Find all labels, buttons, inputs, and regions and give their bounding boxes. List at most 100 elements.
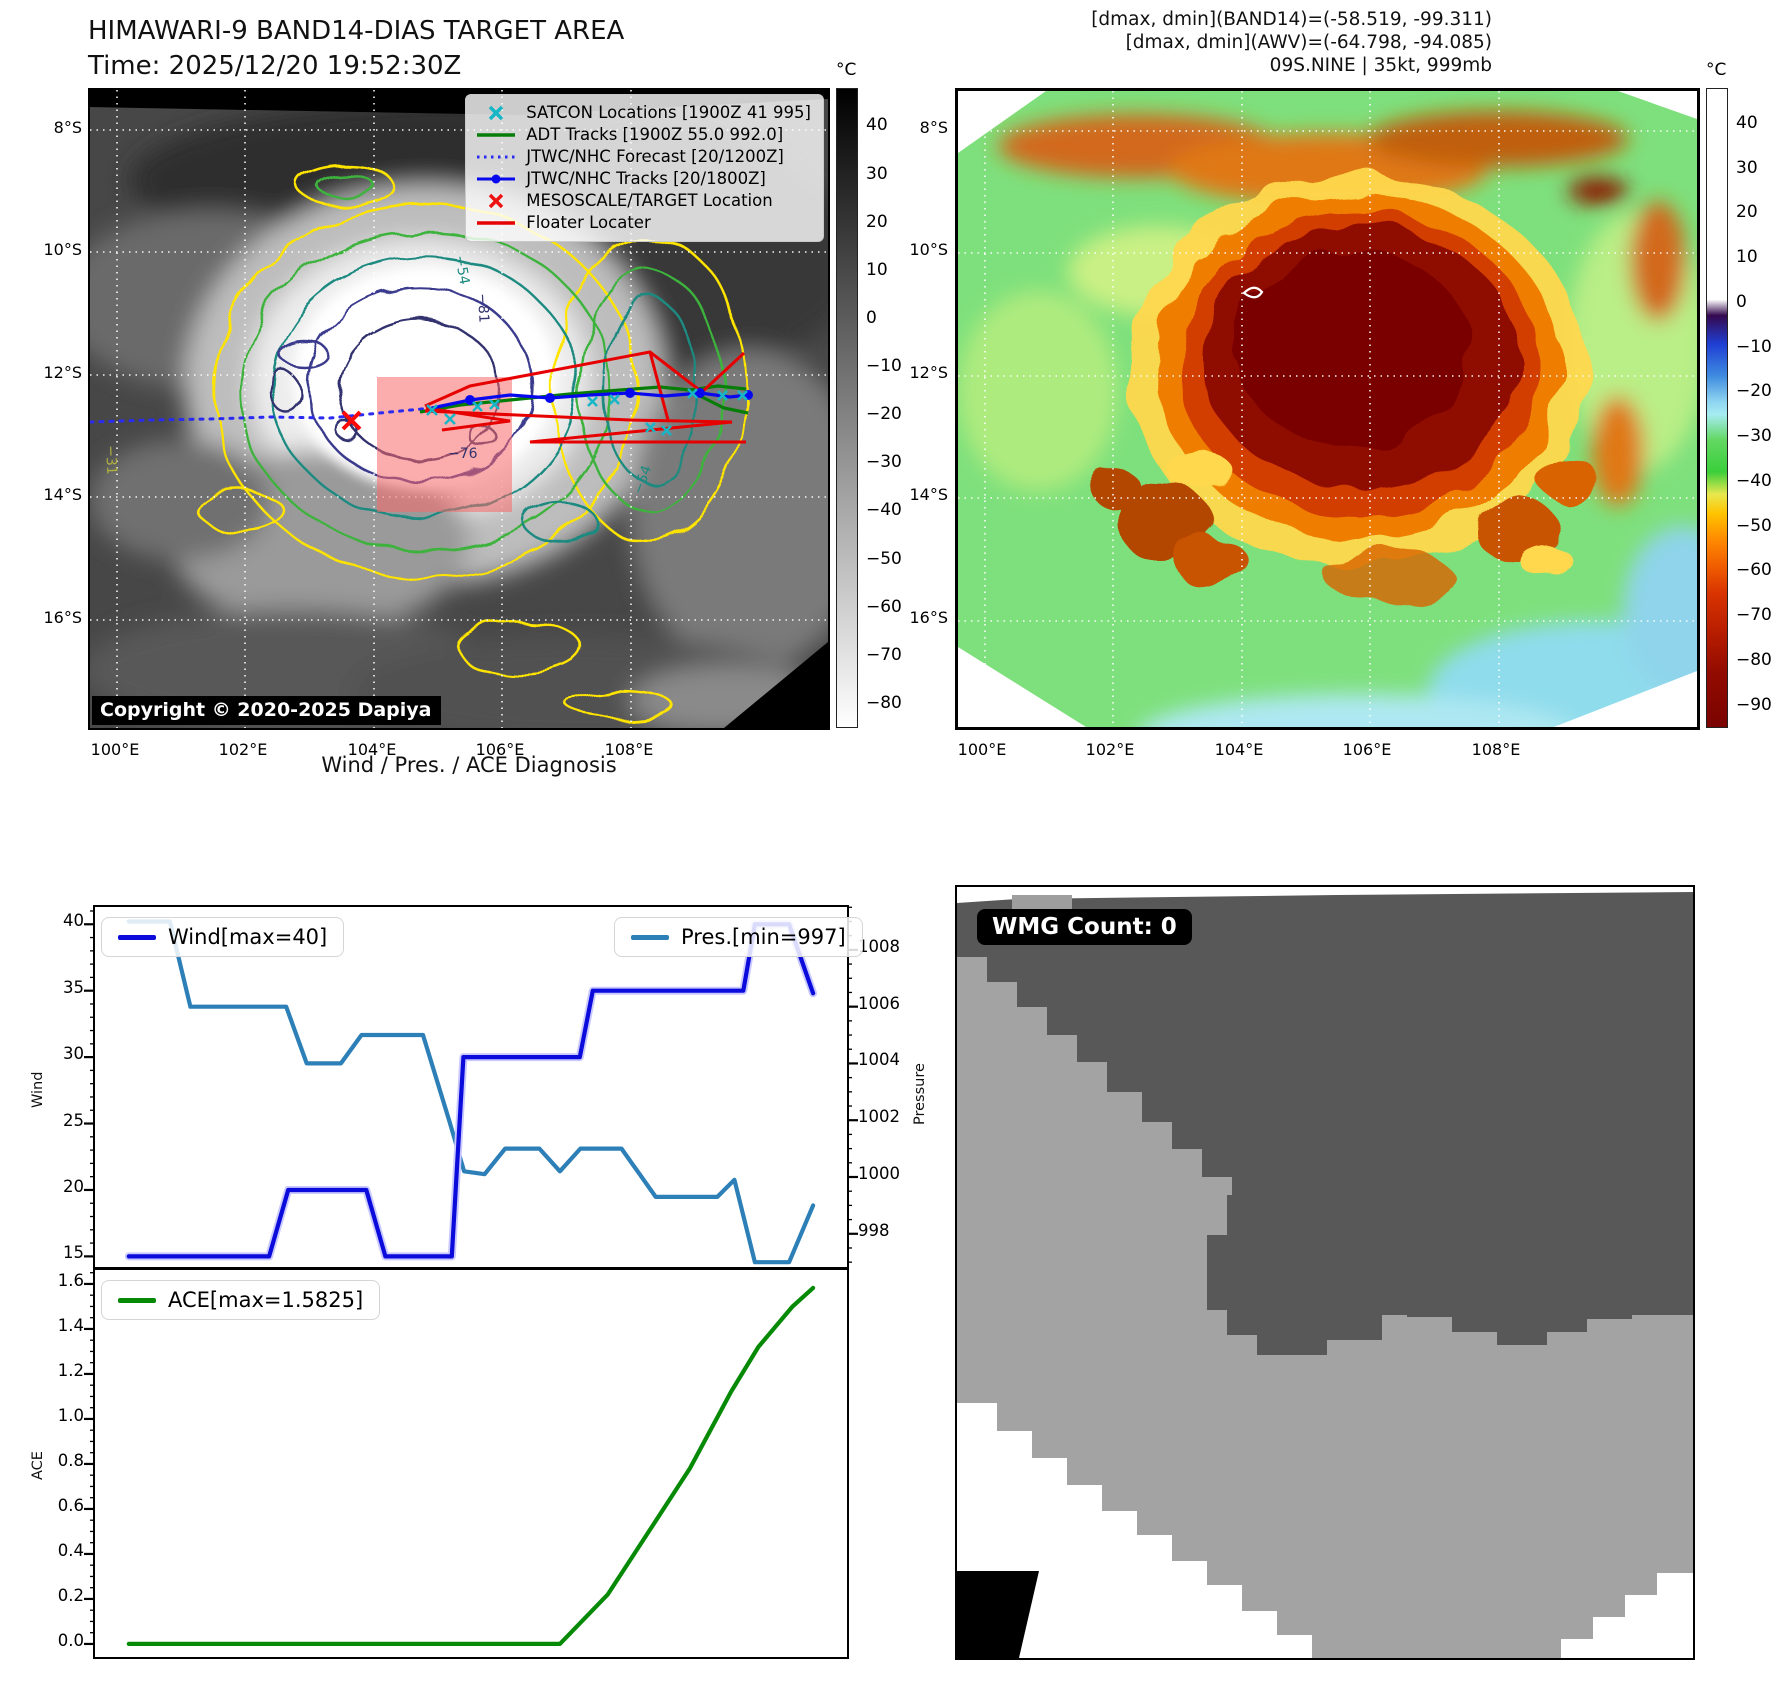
wmg-panel: WMG Count: 0 — [955, 885, 1695, 1660]
band14-satellite-map: SATCON Locations [1900Z 41 995] ADT Track… — [60, 88, 870, 745]
ace-tick-label: 1.0 — [57, 1405, 84, 1425]
awv-map-graphic — [958, 91, 1768, 778]
right-colorbar-tick: −90 — [1736, 694, 1772, 715]
left-colorbar-tick: −40 — [866, 500, 902, 521]
chart-line — [126, 919, 816, 1265]
ace-tick-label: 0.4 — [57, 1540, 84, 1560]
wmg-top-sliver — [957, 887, 1693, 903]
timestamp: Time: 2025/12/20 19:52:30Z — [88, 51, 462, 81]
left-map-lon-tick: 102°E — [218, 740, 268, 759]
pressure-tick-label: 1002 — [858, 1107, 900, 1127]
chart-line — [126, 922, 816, 1259]
wmg-dark-blob — [1207, 1155, 1427, 1355]
left-colorbar-tick: −60 — [866, 596, 902, 617]
right-map-lon-tick: 106°E — [1342, 740, 1392, 759]
map-legend-label: Floater Locater — [526, 213, 651, 232]
line-icon — [476, 219, 516, 227]
wmg-white-region — [957, 1403, 1312, 1658]
pressure-tick-label: 1000 — [858, 1164, 900, 1183]
swath-wedge-top-left — [958, 91, 1046, 153]
right-map-lat-tick: 12°S — [909, 363, 948, 382]
page-title: HIMAWARI-9 BAND14-DIAS TARGET AREA — [88, 16, 625, 46]
left-colorbar-tick: 30 — [866, 163, 888, 184]
right-colorbar-tick: 40 — [1736, 112, 1758, 133]
contour-label: −81 — [474, 292, 492, 324]
left-map-lat-tick: 10°S — [43, 240, 82, 259]
right-colorbar-tick: −60 — [1736, 560, 1772, 581]
ace-tick-label: 0.0 — [57, 1630, 84, 1650]
diagnosis-title: Wind / Pres. / ACE Diagnosis — [321, 753, 617, 777]
swath-wedge-top-right — [1618, 91, 1697, 119]
pressure-tick-label: 1004 — [858, 1050, 900, 1070]
map-legend-label: JTWC/NHC Tracks [20/1800Z] — [526, 169, 766, 188]
left-colorbar-tick: −80 — [866, 692, 902, 713]
right-colorbar-tick: −10 — [1736, 336, 1772, 357]
left-map-lat-tick: 16°S — [43, 608, 82, 627]
map-legend-item: ADT Tracks [1900Z 55.0 992.0] — [476, 124, 811, 146]
right-map-lat-tick: 16°S — [909, 608, 948, 627]
storm-info-block: [dmax, dmin](BAND14)=(-58.519, -99.311) … — [1091, 8, 1492, 77]
map-legend-item: SATCON Locations [1900Z 41 995] — [476, 102, 811, 124]
ace-chart — [84, 1268, 849, 1659]
chart-line — [126, 1285, 816, 1646]
wmg-count-badge: WMG Count: 0 — [977, 909, 1192, 945]
chart-line — [124, 920, 818, 1261]
right-colorbar-tick: −40 — [1736, 470, 1772, 491]
right-map-lon-tick: 102°E — [1085, 740, 1135, 759]
left-colorbar-tick: −10 — [866, 356, 902, 377]
right-map-lat-tick: 8°S — [919, 118, 948, 137]
right-colorbar-tick: −50 — [1736, 515, 1772, 536]
ace-tick-label: 1.6 — [57, 1270, 84, 1290]
left-colorbar-tick: 20 — [866, 211, 888, 232]
wind-pressure-chart — [84, 905, 858, 1269]
right-colorbar-tick: 20 — [1736, 202, 1758, 223]
wind-tick-label: 40 — [63, 911, 84, 931]
dmax-dmin-band14: [dmax, dmin](BAND14)=(-58.519, -99.311) — [1091, 9, 1492, 30]
right-map-lon-tick: 108°E — [1471, 740, 1521, 759]
right-map-lat-tick: 10°S — [909, 240, 948, 259]
awv-satellite-map — [955, 88, 1768, 778]
storm-core-blobs — [1090, 175, 1600, 602]
right-map-lon-tick: 104°E — [1214, 740, 1264, 759]
no-data-wedge-bottom-right — [724, 642, 828, 728]
x-marker-icon — [476, 104, 516, 122]
left-colorbar-tick: −70 — [866, 644, 902, 665]
left-colorbar — [836, 88, 858, 728]
dotted-line-icon — [476, 153, 516, 161]
left-map-lon-tick: 108°E — [604, 740, 654, 759]
left-colorbar-unit: °C — [836, 60, 857, 80]
right-colorbar — [1706, 88, 1728, 728]
left-map-lon-tick: 106°E — [475, 740, 525, 759]
right-colorbar-tick: −20 — [1736, 381, 1772, 402]
map-legend: SATCON Locations [1900Z 41 995] ADT Track… — [465, 94, 824, 242]
pressure-axis-label: Pressure — [912, 1063, 928, 1125]
wind-tick-label: 35 — [63, 977, 84, 997]
copyright-badge: Copyright © 2020-2025 Dapiya — [92, 696, 442, 725]
left-map-lat-tick: 12°S — [43, 363, 82, 382]
temperature-contours — [196, 163, 748, 721]
left-colorbar-tick: 10 — [866, 259, 888, 280]
ace-tick-label: 1.4 — [57, 1315, 84, 1335]
map-legend-label: MESOSCALE/TARGET Location — [526, 191, 773, 210]
mesoscale-x-marker — [341, 410, 362, 431]
map-legend-item: JTWC/NHC Tracks [20/1800Z] — [476, 168, 811, 190]
wmg-black-corner — [957, 1571, 1039, 1658]
satcon-markers — [426, 388, 748, 436]
ace-tick-label: 0.6 — [57, 1495, 84, 1515]
jtwc-track-line — [431, 391, 749, 410]
pres-legend-swatch — [631, 934, 669, 940]
line-with-dot-icon — [476, 173, 516, 185]
pressure-tick-label: 1008 — [858, 936, 900, 956]
right-colorbar-tick: 0 — [1736, 291, 1747, 312]
wind-tick-label: 20 — [63, 1176, 84, 1196]
jtwc-forecast-line — [88, 406, 434, 424]
left-map-lon-tick: 100°E — [90, 740, 140, 759]
contour-label: −31 — [102, 444, 120, 476]
pressure-tick-label: 998 — [858, 1220, 890, 1240]
ace-legend-swatch — [118, 1297, 156, 1303]
left-colorbar-tick: −50 — [866, 548, 902, 569]
line-icon — [476, 131, 516, 139]
right-colorbar-tick: 30 — [1736, 157, 1758, 178]
mesoscale-target-area-box — [377, 377, 512, 512]
right-map-lat-tick: 14°S — [909, 485, 948, 504]
